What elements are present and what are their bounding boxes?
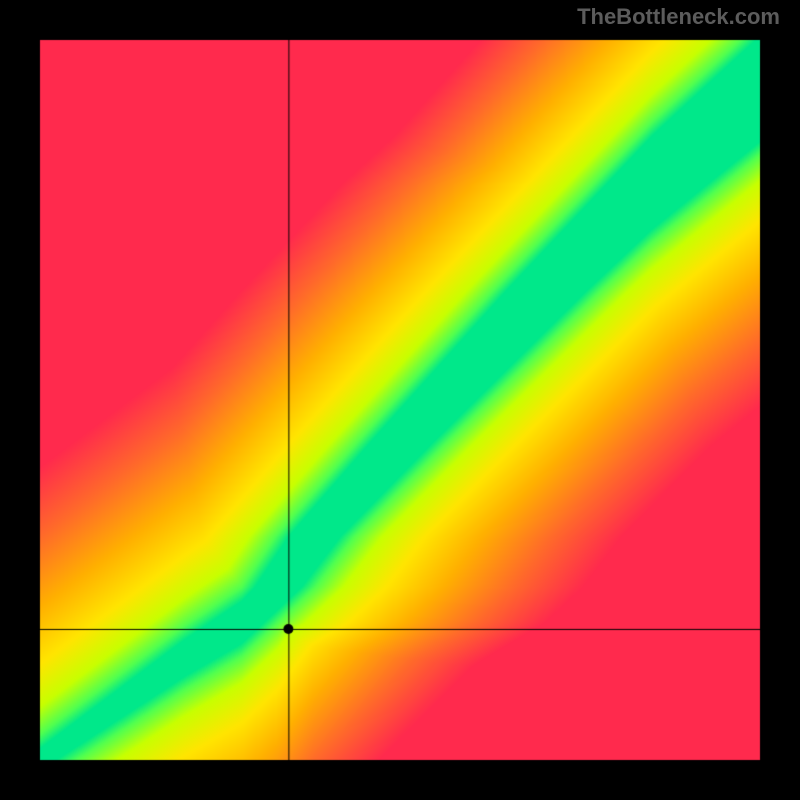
- heatmap-canvas: [0, 0, 800, 800]
- watermark-text: TheBottleneck.com: [577, 4, 780, 30]
